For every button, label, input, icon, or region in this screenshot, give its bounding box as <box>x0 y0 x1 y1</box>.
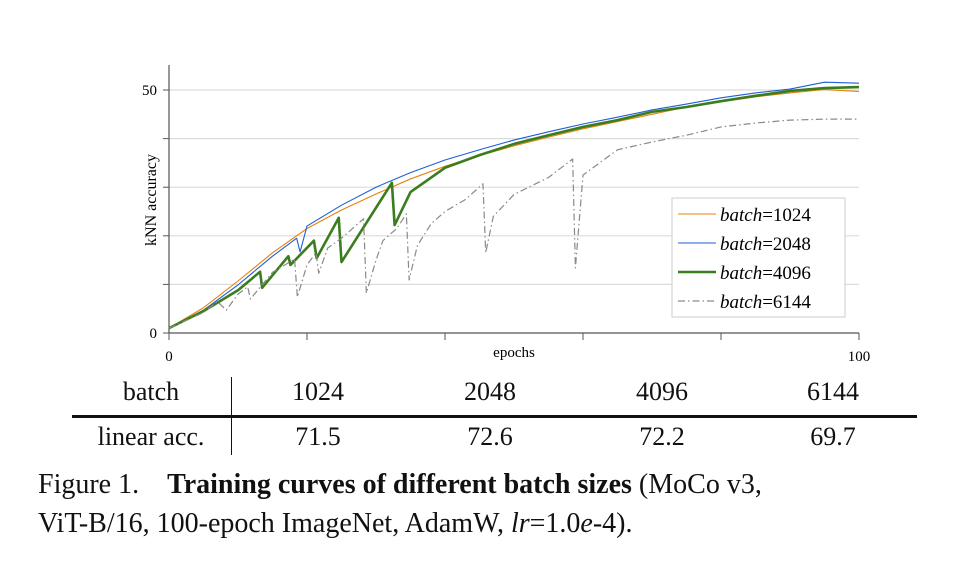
table-horizontal-rule <box>72 415 917 418</box>
figure-caption-line2: ViT-B/16, 100-epoch ImageNet, AdamW, lr=… <box>38 508 633 540</box>
legend-label: batch=2048 <box>720 234 811 255</box>
y-tick-label: 50 <box>142 83 157 99</box>
legend-label: batch=1024 <box>720 205 811 226</box>
table-cell: linear acc. <box>97 422 205 451</box>
x-axis-label: epochs <box>493 345 535 361</box>
series-line-batch-6144 <box>168 118 859 329</box>
figure-caption-line1: Figure 1. Training curves of different b… <box>38 469 762 501</box>
x-tick-label: 100 <box>848 349 871 365</box>
axes <box>163 65 860 340</box>
table-cell: 2048 <box>464 377 516 406</box>
caption-math: lr <box>510 508 530 539</box>
table-cell: 72.2 <box>639 422 685 451</box>
table-cell: batch <box>122 377 180 406</box>
series-lines <box>168 81 860 330</box>
caption-text: (MoCo v3, <box>638 469 762 500</box>
legend: batch=1024 batch=2048 batch=4096 batch=6144 <box>671 197 846 318</box>
tick-labels: 0 50 0 100 <box>142 83 870 365</box>
legend-label: batch=4096 <box>720 263 811 284</box>
table-cell: 1024 <box>292 377 344 406</box>
table-cell: 4096 <box>636 377 688 406</box>
figure-title: Training curves of different batch sizes <box>167 469 632 500</box>
table-cell: 69.7 <box>810 422 856 451</box>
x-tick-label: 0 <box>165 349 173 365</box>
table-cell: 6144 <box>807 377 859 406</box>
series-line-batch-4096 <box>168 85 860 330</box>
y-axis-label: kNN accuracy <box>143 154 160 246</box>
table-cell: 71.5 <box>295 422 341 451</box>
caption-text: =1.0 <box>529 508 581 539</box>
table-cell: 72.6 <box>467 422 513 451</box>
figure-label: Figure 1. <box>38 469 140 500</box>
caption-text: ViT-B/16, 100-epoch ImageNet, AdamW, <box>38 508 511 539</box>
y-tick-label: 0 <box>150 326 158 342</box>
legend-label: batch=6144 <box>720 292 811 313</box>
series-line-batch-2048 <box>168 81 860 329</box>
caption-text: -4). <box>592 508 633 539</box>
legend-box <box>671 197 846 318</box>
caption-math: e <box>580 508 593 539</box>
